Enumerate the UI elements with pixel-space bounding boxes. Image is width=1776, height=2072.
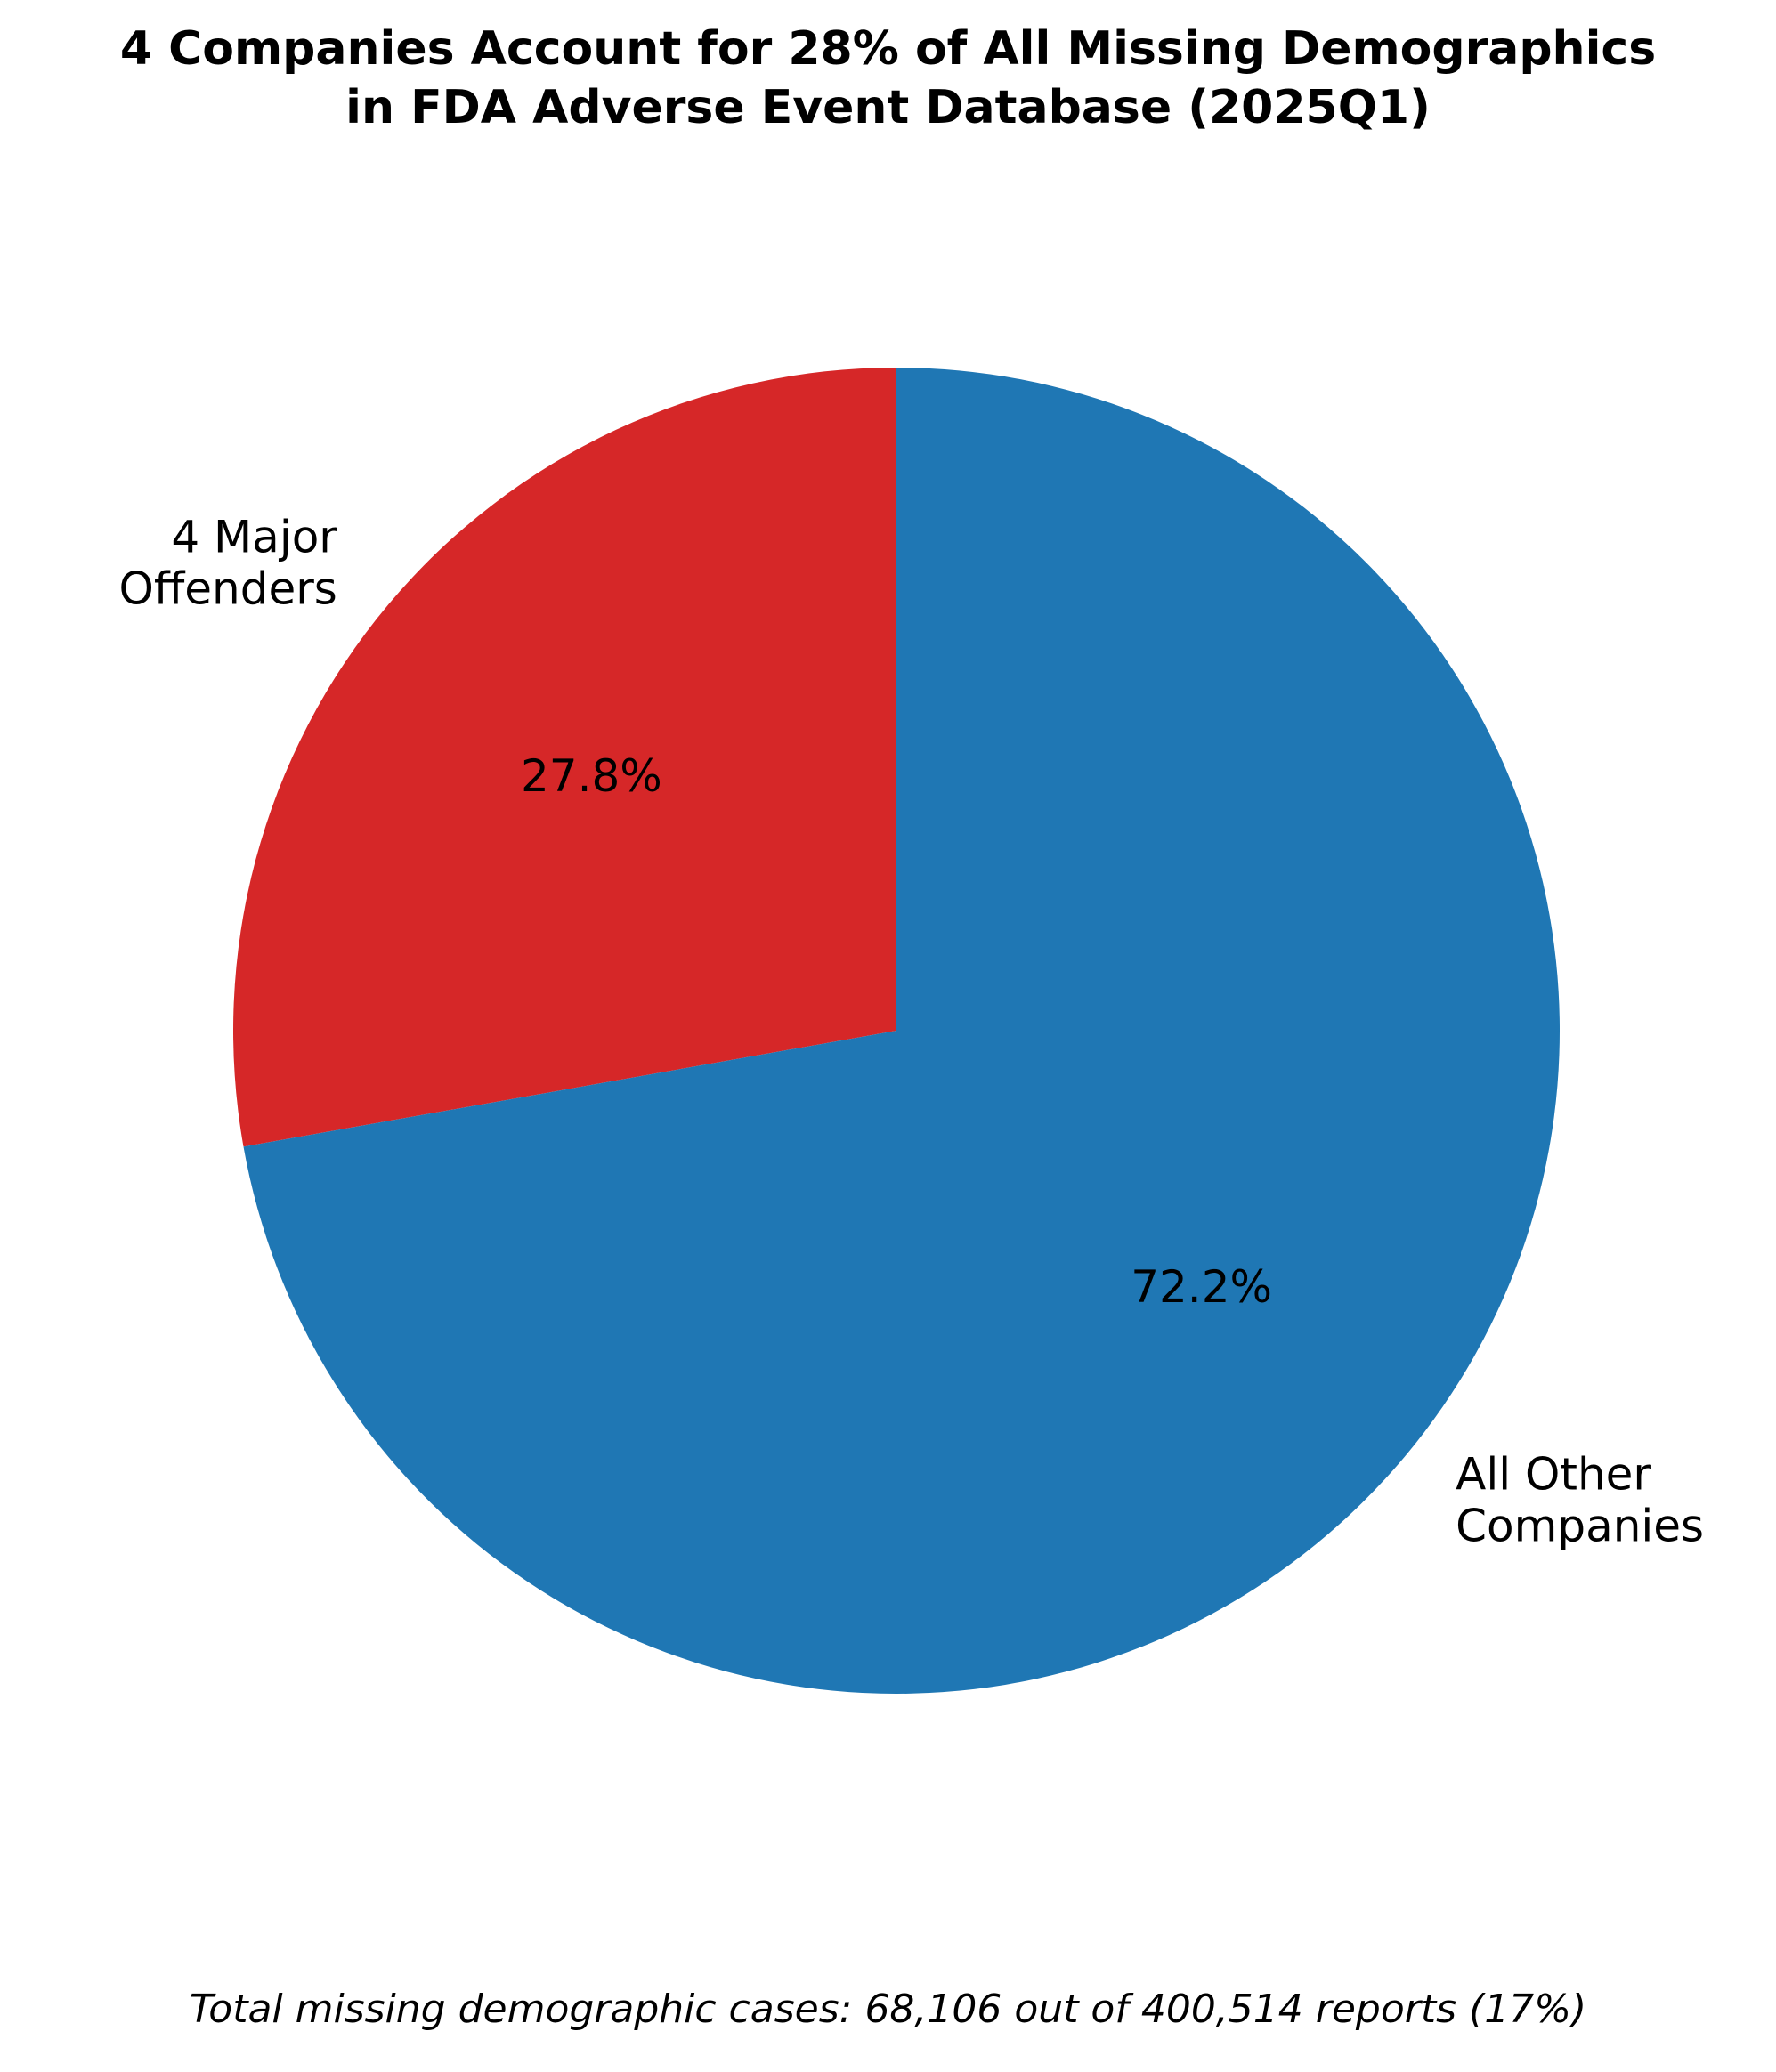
chart-title-line-2: in FDA Adverse Event Database (2025Q1) [345, 81, 1431, 134]
slice-category-label-0-line-0: 4 Major [171, 512, 337, 563]
slice-percent-label-1: 72.2% [1131, 1261, 1272, 1313]
chart-title-line-1: 4 Companies Account for 28% of All Missi… [119, 22, 1657, 76]
slice-category-label-0: 4 Major Offenders [118, 512, 337, 615]
slice-category-label-1: All Other Companies [1456, 1448, 1704, 1551]
slice-category-label-0-line-1: Offenders [118, 563, 337, 615]
chart-footnote: Total missing demographic cases: 68,106 … [189, 1987, 1587, 2032]
chart-title: 4 Companies Account for 28% of All Missi… [0, 20, 1776, 137]
pie-labels: 27.8% 4 Major Offenders 72.2% All Other Compa… [118, 512, 1704, 1552]
slice-percent-label-0: 27.8% [521, 750, 662, 802]
slice-category-label-1-line-0: All Other [1456, 1448, 1651, 1500]
pie-slices [233, 368, 1561, 1694]
pie-slice-1 [243, 368, 1561, 1694]
pie-slice-0 [233, 368, 896, 1147]
slice-category-label-1-line-1: Companies [1456, 1500, 1704, 1551]
